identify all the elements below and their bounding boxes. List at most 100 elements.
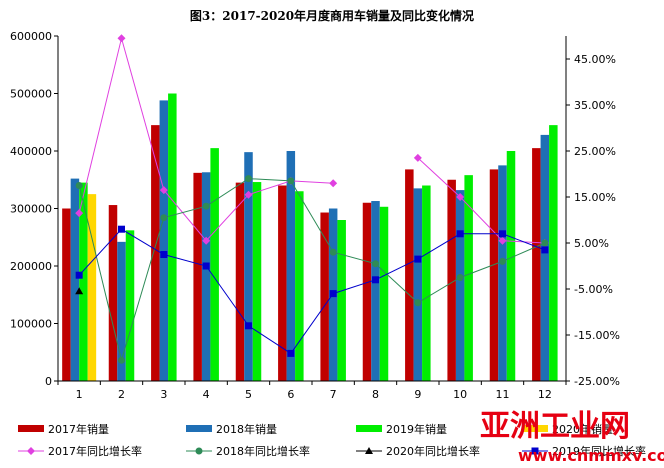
bar — [295, 191, 304, 381]
point-diamond — [202, 236, 211, 245]
legend-label: 2019年销量 — [386, 422, 447, 436]
bar — [413, 188, 423, 381]
point-circle — [75, 182, 83, 189]
bar — [87, 194, 97, 381]
x-tick-label: 9 — [414, 388, 421, 401]
bar — [244, 152, 253, 381]
bar — [337, 220, 346, 381]
bar — [125, 230, 135, 381]
x-tick-label: 12 — [538, 388, 552, 401]
point-diamond — [329, 179, 338, 188]
bar — [498, 165, 507, 381]
legend-marker — [27, 447, 35, 455]
x-axis: 1 2 3 4 5 6 7 8 9 10 11 12 — [57, 381, 567, 401]
point-square — [118, 225, 125, 233]
bar — [405, 169, 414, 381]
bar — [252, 182, 262, 381]
left-tick-label: 400000 — [10, 145, 52, 158]
legend-label: 2020年销量 — [552, 422, 613, 436]
point-diamond — [244, 190, 253, 199]
bar — [532, 148, 541, 381]
right-tick-label: -15.00% — [574, 329, 620, 342]
right-tick-label: -5.00% — [574, 283, 613, 296]
point-square — [329, 290, 337, 298]
point-square — [287, 349, 295, 357]
left-tick-label: 100000 — [10, 318, 52, 331]
point-circle — [245, 175, 252, 183]
legend-label: 2018年同比增长率 — [216, 444, 310, 458]
point-diamond — [456, 193, 465, 201]
bar — [379, 206, 389, 381]
point-circle — [118, 356, 125, 364]
watermark-url-text: www.cnmmxv.com — [518, 446, 664, 465]
point-triangle — [75, 287, 84, 295]
legend-swatch — [186, 425, 212, 432]
bar — [286, 151, 296, 381]
point-circle — [541, 239, 549, 247]
point-square — [202, 262, 210, 270]
legend-marker — [195, 447, 203, 455]
x-tick-label: 7 — [330, 388, 337, 401]
left-tick-label: 300000 — [10, 203, 52, 216]
bar — [168, 93, 177, 381]
legend-marker — [531, 447, 539, 455]
right-tick-label: 35.00% — [574, 99, 616, 112]
point-square — [499, 230, 506, 238]
right-tick-label: -25.00% — [574, 375, 620, 388]
point-square — [456, 230, 464, 238]
left-tick-label: 500000 — [10, 88, 52, 101]
bar — [422, 185, 431, 381]
left-axis: 0 100000 200000 300000 400000 500000 600000 — [10, 30, 58, 388]
point-square — [414, 255, 422, 263]
legend-swatch — [356, 425, 382, 432]
point-square — [372, 276, 379, 284]
legend-swatch — [522, 425, 548, 432]
right-axis: -25.00% -15.00% -5.00% 5.00% 15.00% 25.00% 35.… — [566, 53, 620, 388]
point-diamond — [413, 153, 422, 162]
point-circle — [456, 274, 464, 281]
bar — [320, 212, 329, 381]
point-square — [245, 322, 252, 330]
bar — [235, 182, 245, 381]
x-tick-label: 5 — [245, 388, 252, 401]
point-square — [75, 271, 83, 279]
bar — [549, 125, 558, 381]
bar — [108, 205, 118, 381]
x-tick-label: 4 — [203, 388, 210, 401]
series-line — [78, 178, 546, 363]
bar — [79, 182, 88, 381]
legend-label: 2019年同比增长率 — [552, 444, 646, 458]
legend-marker — [365, 447, 373, 454]
x-tick-label: 1 — [76, 388, 83, 401]
bar — [117, 241, 126, 381]
point-circle — [202, 202, 210, 210]
watermark-logo-text: 亚洲工业网 — [480, 409, 630, 444]
bar — [201, 172, 211, 381]
bar — [278, 185, 287, 381]
point-diamond — [498, 236, 507, 245]
bar — [362, 202, 372, 381]
legend-label: 2020年同比增长率 — [386, 444, 480, 458]
point-circle — [160, 214, 168, 222]
x-tick-label: 10 — [453, 388, 467, 401]
x-tick-label: 11 — [496, 388, 510, 401]
bar — [70, 178, 80, 381]
point-diamond — [75, 209, 84, 218]
bar — [464, 175, 473, 381]
bar — [210, 148, 219, 381]
point-square — [160, 251, 168, 258]
x-tick-label: 6 — [287, 388, 294, 401]
point-circle — [287, 177, 295, 185]
x-tick-label: 8 — [372, 388, 379, 401]
point-square — [541, 246, 549, 254]
legend-label: 2018年销量 — [216, 422, 277, 436]
left-tick-label: 600000 — [10, 30, 52, 43]
right-tick-label: 45.00% — [574, 53, 616, 66]
bar — [159, 100, 169, 382]
bar — [506, 151, 516, 381]
point-circle — [372, 260, 379, 268]
right-tick-label: 15.00% — [574, 191, 616, 204]
right-tick-label: 5.00% — [574, 237, 609, 250]
bars — [62, 93, 558, 382]
left-tick-label: 200000 — [10, 260, 52, 273]
